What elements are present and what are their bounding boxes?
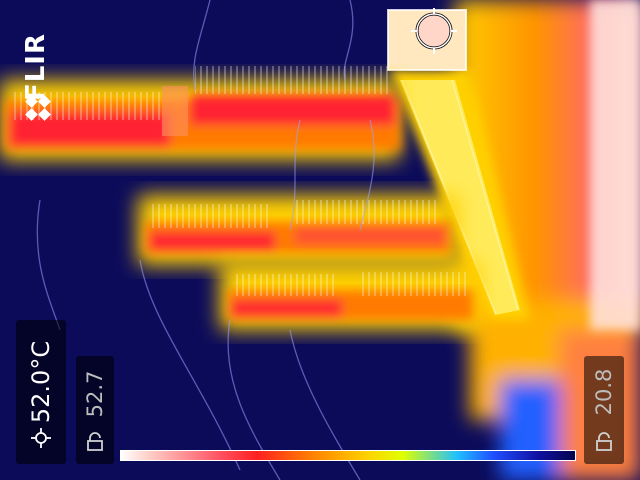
flir-logo: FLIR	[14, 24, 62, 124]
lock-icon	[87, 432, 103, 451]
spot-meter-circle-icon	[411, 8, 457, 54]
temperature-color-scale	[120, 450, 576, 461]
span-min-panel: 20.8	[584, 356, 624, 464]
spot-temperature-value: 52.0°C	[27, 340, 55, 424]
span-max-value: 52.7	[83, 370, 107, 418]
crosshair-icon	[31, 428, 51, 448]
flir-diamond-logo	[25, 95, 51, 121]
lock-icon	[596, 432, 612, 451]
span-max-panel: 52.7	[76, 356, 114, 464]
spot-temperature-panel: 52.0°C	[16, 320, 66, 464]
span-min-value: 20.8	[592, 368, 616, 416]
